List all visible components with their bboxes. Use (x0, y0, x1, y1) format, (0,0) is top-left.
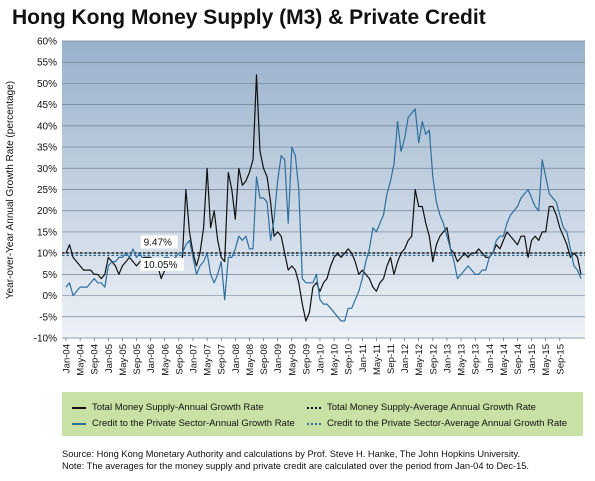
x-tick-label: Jan-07 (188, 344, 199, 373)
legend-item-private-credit: Credit to the Private Sector-Annual Grow… (72, 418, 295, 429)
x-tick-label: Jan-09 (273, 344, 284, 373)
x-tick-label: May-14 (499, 344, 510, 376)
legend-item-total-money-supply: Total Money Supply-Annual Growth Rate (72, 402, 264, 413)
x-tick-label: Sep-10 (344, 344, 355, 375)
y-tick-label: 30% (37, 164, 57, 175)
source-line: Source: Hong Kong Monetary Authority and… (62, 449, 521, 459)
y-tick-label: 15% (37, 227, 57, 238)
gridlines (62, 40, 585, 339)
x-tick-label: May-15 (541, 344, 552, 376)
x-tick-label: May-05 (118, 344, 129, 376)
x-tick-label: May-06 (160, 344, 171, 376)
legend-item-private-credit-average: Credit to the Private Sector-Average Ann… (307, 418, 567, 429)
x-tick-label: Jan-04 (62, 344, 73, 373)
legend-label: Total Money Supply-Average Annual Growth… (327, 402, 536, 413)
x-tick-label: Sep-09 (301, 344, 312, 375)
average-label-bg (140, 235, 178, 249)
x-tick-label: Sep-12 (428, 344, 439, 375)
x-tick-label: May-04 (76, 344, 87, 376)
y-tick-label: 20% (37, 206, 57, 217)
x-tick-label: Sep-05 (132, 344, 143, 375)
x-tick-label: May-12 (414, 344, 425, 376)
note-line: Note: The averages for the money supply … (62, 461, 529, 471)
x-tick-label: Jan-05 (104, 344, 115, 373)
x-tick-label: Jan-15 (527, 344, 538, 373)
average-label: 10.05% (140, 257, 184, 271)
y-tick-label: 45% (37, 100, 57, 111)
x-tick-label: Sep-15 (555, 344, 566, 375)
chart-title: Hong Kong Money Supply (M3) & Private Cr… (12, 6, 486, 29)
y-tick-label: -10% (34, 334, 57, 345)
average-labels: 10.05% 9.47% (140, 235, 184, 271)
x-tick-label: Jan-14 (485, 344, 496, 373)
legend-swatch-dotted-blue (307, 422, 321, 425)
legend-label: Credit to the Private Sector-Average Ann… (327, 418, 568, 429)
y-tick-label: 35% (37, 143, 57, 154)
average-label: 9.47% (140, 235, 178, 249)
y-axis-ticks: -10% -5% 0% 5% 10% 15% 20% 25% 30% 35% 40% 45% 50% 55… (34, 37, 57, 345)
x-tick-label: Sep-06 (174, 344, 185, 375)
average-label-text: 9.47% (144, 237, 172, 248)
legend-swatch-dotted-black (307, 406, 321, 409)
x-tick-label: Sep-13 (471, 344, 482, 375)
average-label-text: 10.05% (144, 260, 178, 271)
x-tick-label: Jan-12 (400, 344, 411, 373)
legend-label: Total Money Supply-Annual Growth Rate (92, 402, 264, 413)
x-tick-label: Sep-14 (513, 344, 524, 375)
y-tick-label: 50% (37, 79, 57, 90)
source-note: Source: Hong Kong Monetary Authority and… (62, 448, 529, 472)
y-tick-label: 5% (43, 270, 58, 281)
y-tick-label: 60% (37, 37, 57, 48)
x-tick-label: Jan-11 (358, 344, 369, 372)
x-tick-label: Jan-06 (146, 344, 157, 373)
x-tick-label: May-13 (457, 344, 468, 376)
x-tick-label: May-09 (287, 344, 298, 376)
y-axis-label: Year-over-Year Annual Growth Rate (perce… (5, 81, 16, 299)
x-tick-label: May-07 (203, 344, 214, 376)
y-tick-label: 0% (43, 291, 58, 302)
average-label-bg (140, 257, 184, 271)
x-axis-ticks: Jan-04 May-04 Sep-04 Jan-05 May-05 Sep-05 Jan-… (62, 338, 566, 376)
x-tick-label: Jan-08 (231, 344, 242, 373)
x-tick-label: Jan-13 (442, 344, 453, 373)
y-tick-label: 40% (37, 121, 57, 132)
x-tick-label: May-10 (330, 344, 341, 376)
x-tick-label: Sep-08 (259, 344, 270, 375)
average-lines (62, 252, 585, 257)
x-tick-label: Sep-04 (90, 344, 101, 375)
chart-legend: Total Money Supply-Annual Growth Rate To… (62, 392, 583, 436)
x-tick-label: Jan-10 (315, 344, 326, 373)
x-tick-label: May-08 (245, 344, 256, 376)
legend-label: Credit to the Private Sector-Annual Grow… (92, 418, 295, 429)
x-tick-label: May-11 (372, 344, 383, 375)
x-tick-label: Sep-07 (217, 344, 228, 375)
legend-item-total-money-supply-average: Total Money Supply-Average Annual Growth… (307, 402, 536, 413)
y-tick-label: -5% (39, 312, 57, 323)
y-tick-label: 55% (37, 58, 57, 69)
legend-swatch-solid-black (72, 406, 86, 409)
y-tick-label: 25% (37, 185, 57, 196)
y-tick-label: 10% (37, 249, 57, 260)
legend-swatch-solid-blue (72, 422, 86, 425)
x-tick-label: Sep-11 (386, 344, 397, 374)
